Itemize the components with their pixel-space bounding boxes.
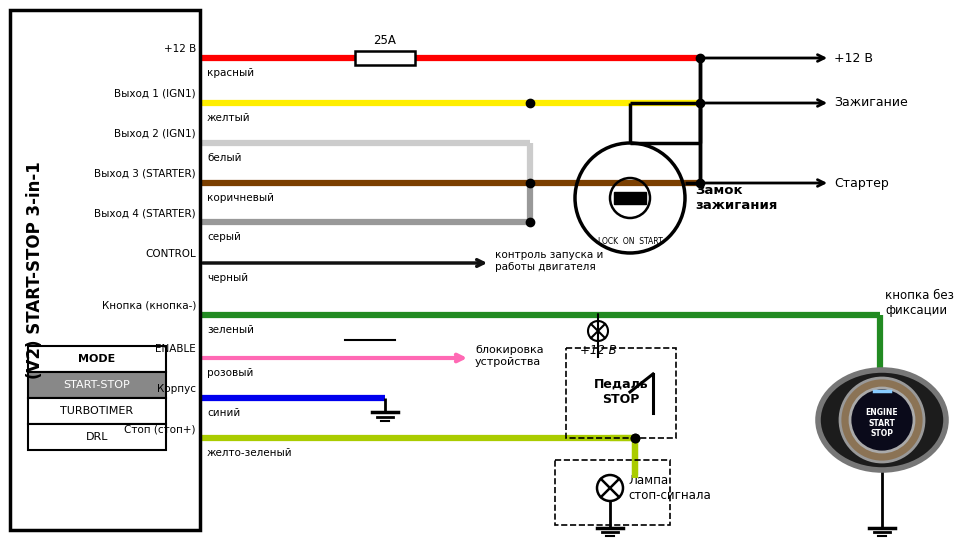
Text: розовый: розовый (207, 368, 253, 378)
Text: DRL: DRL (85, 432, 108, 442)
Text: Выход 3 (STARTER): Выход 3 (STARTER) (94, 169, 196, 179)
Text: +12 В: +12 В (834, 51, 873, 64)
Text: Выход 4 (STARTER): Выход 4 (STARTER) (94, 208, 196, 218)
Text: MODE: MODE (79, 354, 115, 364)
Text: LOCK  ON  START: LOCK ON START (598, 237, 662, 246)
Bar (28, 398, 166, 424)
Text: контроль запуска и
работы двигателя: контроль запуска и работы двигателя (495, 250, 604, 272)
Ellipse shape (818, 370, 946, 470)
Text: +12 В: +12 В (580, 343, 616, 356)
Text: +12 В: +12 В (164, 44, 196, 54)
Text: CONTROL: CONTROL (145, 249, 196, 259)
Text: Корпус: Корпус (157, 384, 196, 394)
Text: красный: красный (207, 68, 254, 78)
Text: Зажигание: Зажигание (834, 97, 908, 110)
Text: кнопка без
фиксации: кнопка без фиксации (885, 289, 954, 317)
Text: Лампа
стоп-сигнала: Лампа стоп-сигнала (628, 474, 710, 502)
Text: желто-зеленый: желто-зеленый (207, 448, 293, 458)
Bar (10, 10, 200, 530)
Text: белый: белый (207, 153, 242, 163)
Text: желтый: желтый (207, 113, 251, 123)
Text: Кнопка (кнопка-): Кнопка (кнопка-) (102, 301, 196, 311)
Text: черный: черный (207, 273, 248, 283)
Circle shape (850, 388, 914, 452)
Text: Замок
зажигания: Замок зажигания (695, 184, 778, 212)
Text: (V2) START-STOP 3-in-1: (V2) START-STOP 3-in-1 (26, 161, 44, 379)
Text: серый: серый (207, 232, 241, 242)
Bar (28, 424, 166, 450)
Text: ENABLE: ENABLE (156, 344, 196, 354)
Text: зеленый: зеленый (207, 325, 254, 335)
Bar (28, 372, 166, 398)
Text: синий: синий (207, 408, 240, 418)
Bar (555, 460, 670, 525)
Text: коричневый: коричневый (207, 193, 274, 203)
Text: Выход 2 (IGN1): Выход 2 (IGN1) (114, 129, 196, 139)
Text: Выход 1 (IGN1): Выход 1 (IGN1) (114, 89, 196, 99)
Text: ENGINE
START
STOP: ENGINE START STOP (866, 408, 899, 438)
Bar (355, 51, 415, 65)
Bar (566, 348, 676, 438)
Text: Педаль
STOP: Педаль STOP (593, 378, 648, 406)
Text: TURBOTIMER: TURBOTIMER (60, 406, 133, 416)
Text: Стартер: Стартер (834, 177, 889, 190)
Text: 25A: 25A (373, 34, 396, 47)
Bar (614, 192, 646, 204)
Text: блокировка
устройства: блокировка устройства (475, 345, 543, 367)
Text: Стоп (стоп+): Стоп (стоп+) (125, 424, 196, 434)
Text: START-STOP: START-STOP (63, 380, 131, 390)
Bar (28, 346, 166, 372)
Circle shape (840, 378, 924, 462)
